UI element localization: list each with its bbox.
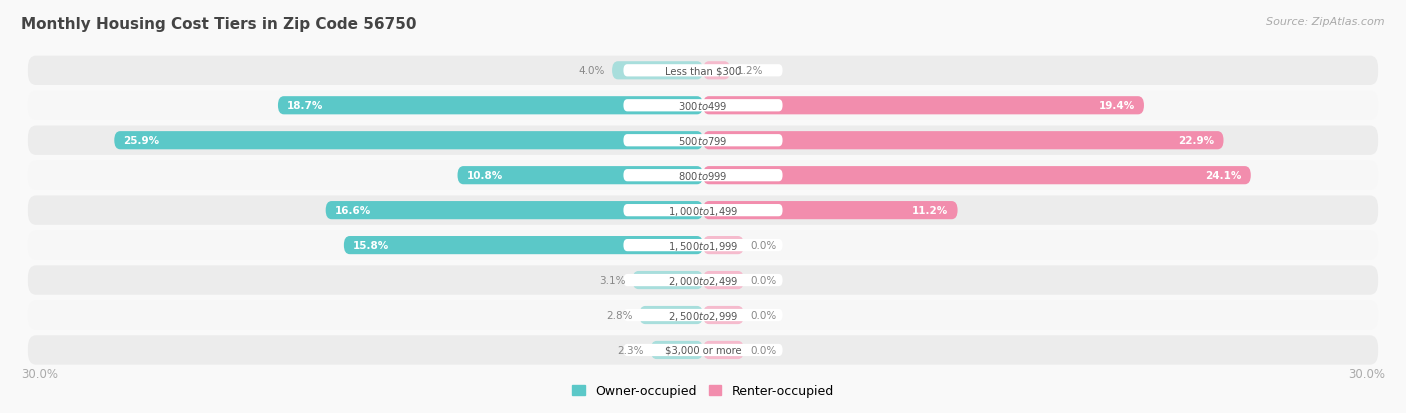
- Text: Monthly Housing Cost Tiers in Zip Code 56750: Monthly Housing Cost Tiers in Zip Code 5…: [21, 17, 416, 31]
- Text: 0.0%: 0.0%: [751, 275, 778, 285]
- FancyBboxPatch shape: [326, 202, 703, 220]
- Text: 18.7%: 18.7%: [287, 101, 323, 111]
- Text: 4.0%: 4.0%: [579, 66, 605, 76]
- FancyBboxPatch shape: [623, 135, 783, 147]
- Text: 0.0%: 0.0%: [751, 345, 778, 355]
- FancyBboxPatch shape: [633, 271, 703, 290]
- Text: 22.9%: 22.9%: [1178, 136, 1215, 146]
- Text: 10.8%: 10.8%: [467, 171, 503, 181]
- FancyBboxPatch shape: [640, 306, 703, 324]
- FancyBboxPatch shape: [703, 341, 744, 359]
- Text: $1,500 to $1,999: $1,500 to $1,999: [668, 239, 738, 252]
- FancyBboxPatch shape: [703, 62, 730, 80]
- Text: 0.0%: 0.0%: [751, 240, 778, 251]
- FancyBboxPatch shape: [703, 306, 744, 324]
- FancyBboxPatch shape: [623, 274, 783, 287]
- FancyBboxPatch shape: [623, 240, 783, 252]
- FancyBboxPatch shape: [623, 204, 783, 217]
- FancyBboxPatch shape: [703, 236, 744, 254]
- FancyBboxPatch shape: [28, 301, 1378, 330]
- FancyBboxPatch shape: [623, 344, 783, 356]
- FancyBboxPatch shape: [703, 167, 1251, 185]
- Text: $2,500 to $2,999: $2,500 to $2,999: [668, 309, 738, 322]
- FancyBboxPatch shape: [703, 271, 744, 290]
- Text: $300 to $499: $300 to $499: [678, 100, 728, 112]
- Text: 30.0%: 30.0%: [21, 368, 58, 380]
- Text: 24.1%: 24.1%: [1205, 171, 1241, 181]
- FancyBboxPatch shape: [703, 202, 957, 220]
- FancyBboxPatch shape: [28, 57, 1378, 86]
- Text: Less than $300: Less than $300: [665, 66, 741, 76]
- FancyBboxPatch shape: [703, 97, 1144, 115]
- Text: 3.1%: 3.1%: [599, 275, 626, 285]
- Text: Source: ZipAtlas.com: Source: ZipAtlas.com: [1267, 17, 1385, 26]
- FancyBboxPatch shape: [28, 91, 1378, 121]
- FancyBboxPatch shape: [28, 266, 1378, 295]
- Text: 19.4%: 19.4%: [1098, 101, 1135, 111]
- FancyBboxPatch shape: [28, 231, 1378, 260]
- Text: 16.6%: 16.6%: [335, 206, 371, 216]
- Text: $800 to $999: $800 to $999: [678, 170, 728, 182]
- Text: 2.3%: 2.3%: [617, 345, 644, 355]
- FancyBboxPatch shape: [457, 167, 703, 185]
- FancyBboxPatch shape: [28, 161, 1378, 190]
- Text: 11.2%: 11.2%: [912, 206, 949, 216]
- FancyBboxPatch shape: [623, 100, 783, 112]
- FancyBboxPatch shape: [28, 335, 1378, 365]
- FancyBboxPatch shape: [344, 236, 703, 254]
- Text: 15.8%: 15.8%: [353, 240, 389, 251]
- Text: 25.9%: 25.9%: [124, 136, 159, 146]
- FancyBboxPatch shape: [623, 65, 783, 77]
- FancyBboxPatch shape: [278, 97, 703, 115]
- FancyBboxPatch shape: [28, 126, 1378, 156]
- FancyBboxPatch shape: [623, 309, 783, 321]
- Text: $1,000 to $1,499: $1,000 to $1,499: [668, 204, 738, 217]
- FancyBboxPatch shape: [28, 196, 1378, 225]
- FancyBboxPatch shape: [612, 62, 703, 80]
- Text: 2.8%: 2.8%: [606, 310, 633, 320]
- Legend: Owner-occupied, Renter-occupied: Owner-occupied, Renter-occupied: [568, 379, 838, 402]
- FancyBboxPatch shape: [114, 132, 703, 150]
- Text: 1.2%: 1.2%: [737, 66, 763, 76]
- Text: $2,000 to $2,499: $2,000 to $2,499: [668, 274, 738, 287]
- Text: $3,000 or more: $3,000 or more: [665, 345, 741, 355]
- Text: 0.0%: 0.0%: [751, 310, 778, 320]
- FancyBboxPatch shape: [651, 341, 703, 359]
- FancyBboxPatch shape: [703, 132, 1223, 150]
- Text: $500 to $799: $500 to $799: [678, 135, 728, 147]
- Text: 30.0%: 30.0%: [1348, 368, 1385, 380]
- FancyBboxPatch shape: [623, 170, 783, 182]
